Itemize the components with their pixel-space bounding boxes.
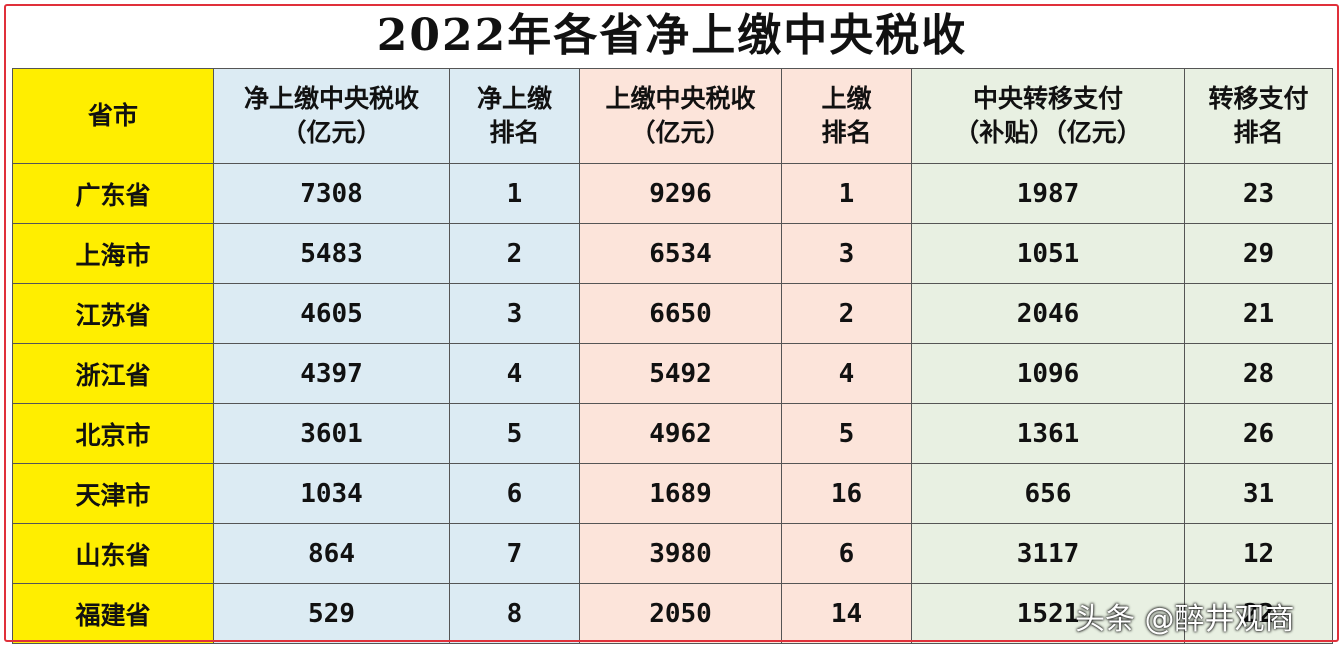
province-cell: 浙江省 bbox=[12, 343, 214, 404]
value-cell: 864 bbox=[213, 523, 450, 584]
value-cell: 2 bbox=[449, 223, 580, 284]
value-cell: 1051 bbox=[911, 223, 1185, 284]
header-line: （亿元） bbox=[281, 118, 382, 147]
watermark: 头条 @醉井观商 bbox=[1075, 602, 1295, 637]
value-cell: 656 bbox=[911, 463, 1185, 524]
data-row: 广东省 7308 1 9296 1 1987 23 bbox=[12, 163, 1333, 224]
value-cell: 1689 bbox=[579, 463, 782, 524]
province-cell: 广东省 bbox=[12, 163, 214, 224]
header-line: 省市 bbox=[87, 101, 138, 130]
value-cell: 6534 bbox=[579, 223, 782, 284]
value-cell: 4397 bbox=[213, 343, 450, 404]
header-line: 排名 bbox=[1233, 118, 1284, 147]
header-line: 排名 bbox=[821, 118, 872, 147]
value-cell: 1521 bbox=[911, 583, 1185, 644]
value-cell: 4605 bbox=[213, 283, 450, 344]
data-row: 上海市 5483 2 6534 3 1051 29 bbox=[12, 223, 1333, 284]
header-cell: 净上缴 排名 bbox=[449, 68, 580, 164]
header-line: 上缴中央税收 bbox=[605, 84, 756, 113]
province-cell: 江苏省 bbox=[12, 283, 214, 344]
value-cell: 22 bbox=[1184, 583, 1333, 644]
header-line: 转移支付 bbox=[1208, 84, 1309, 113]
data-row: 山东省 864 7 3980 6 3117 12 bbox=[12, 523, 1333, 584]
value-cell: 4 bbox=[781, 343, 912, 404]
header-cell: 上缴中央税收 （亿元） bbox=[579, 68, 782, 164]
header-line: 净上缴 bbox=[476, 84, 552, 113]
data-row: 福建省 529 8 2050 14 1521 22 bbox=[12, 583, 1333, 644]
value-cell: 4962 bbox=[579, 403, 782, 464]
value-cell: 1 bbox=[781, 163, 912, 224]
value-cell: 16 bbox=[781, 463, 912, 524]
value-cell: 28 bbox=[1184, 343, 1333, 404]
value-cell: 29 bbox=[1184, 223, 1333, 284]
value-cell: 23 bbox=[1184, 163, 1333, 224]
value-cell: 1987 bbox=[911, 163, 1185, 224]
value-cell: 1 bbox=[449, 163, 580, 224]
value-cell: 26 bbox=[1184, 403, 1333, 464]
value-cell: 5492 bbox=[579, 343, 782, 404]
value-cell: 5 bbox=[781, 403, 912, 464]
value-cell: 8 bbox=[449, 583, 580, 644]
value-cell: 1096 bbox=[911, 343, 1185, 404]
value-cell: 7 bbox=[449, 523, 580, 584]
header-cell: 转移支付 排名 bbox=[1184, 68, 1333, 164]
header-line: 排名 bbox=[489, 118, 540, 147]
value-cell: 14 bbox=[781, 583, 912, 644]
header-line: 上缴 bbox=[821, 84, 872, 113]
data-row: 江苏省 4605 3 6650 2 2046 21 bbox=[12, 283, 1333, 344]
tax-table: 省市 净上缴中央税收 （亿元） 净上缴 排名 上缴中央税收 （亿元） 上缴 排名 中央转移支付 （补… bbox=[12, 68, 1333, 644]
province-cell: 上海市 bbox=[12, 223, 214, 284]
value-cell: 3117 bbox=[911, 523, 1185, 584]
value-cell: 6650 bbox=[579, 283, 782, 344]
header-line: 净上缴中央税收 bbox=[243, 84, 419, 113]
value-cell: 9296 bbox=[579, 163, 782, 224]
value-cell: 21 bbox=[1184, 283, 1333, 344]
header-cell: 上缴 排名 bbox=[781, 68, 912, 164]
value-cell: 3980 bbox=[579, 523, 782, 584]
province-cell: 天津市 bbox=[12, 463, 214, 524]
value-cell: 2050 bbox=[579, 583, 782, 644]
header-line: （亿元） bbox=[630, 118, 731, 147]
value-cell: 7308 bbox=[213, 163, 450, 224]
title: 2022年各省净上缴中央税收 bbox=[376, 10, 968, 61]
value-cell: 1361 bbox=[911, 403, 1185, 464]
value-cell: 5483 bbox=[213, 223, 450, 284]
header-row: 省市 净上缴中央税收 （亿元） 净上缴 排名 上缴中央税收 （亿元） 上缴 排名 中央转移支付 （补… bbox=[12, 68, 1333, 164]
value-cell: 4 bbox=[449, 343, 580, 404]
header-cell: 净上缴中央税收 （亿元） bbox=[213, 68, 450, 164]
header-cell: 中央转移支付 （补贴）（亿元） bbox=[911, 68, 1185, 164]
value-cell: 3 bbox=[449, 283, 580, 344]
province-cell: 北京市 bbox=[12, 403, 214, 464]
value-cell: 12 bbox=[1184, 523, 1333, 584]
value-cell: 3601 bbox=[213, 403, 450, 464]
data-row: 北京市 3601 5 4962 5 1361 26 bbox=[12, 403, 1333, 464]
value-cell: 5 bbox=[449, 403, 580, 464]
data-row: 浙江省 4397 4 5492 4 1096 28 bbox=[12, 343, 1333, 404]
province-cell: 福建省 bbox=[12, 583, 214, 644]
value-cell: 6 bbox=[449, 463, 580, 524]
province-cell: 山东省 bbox=[12, 523, 214, 584]
data-row: 天津市 1034 6 1689 16 656 31 bbox=[12, 463, 1333, 524]
value-cell: 6 bbox=[781, 523, 912, 584]
value-cell: 31 bbox=[1184, 463, 1333, 524]
header-cell: 省市 bbox=[12, 68, 214, 164]
value-cell: 2046 bbox=[911, 283, 1185, 344]
value-cell: 529 bbox=[213, 583, 450, 644]
value-cell: 2 bbox=[781, 283, 912, 344]
header-line: 中央转移支付 bbox=[972, 84, 1123, 113]
value-cell: 3 bbox=[781, 223, 912, 284]
header-line: （补贴）（亿元） bbox=[954, 118, 1142, 147]
value-cell: 1034 bbox=[213, 463, 450, 524]
